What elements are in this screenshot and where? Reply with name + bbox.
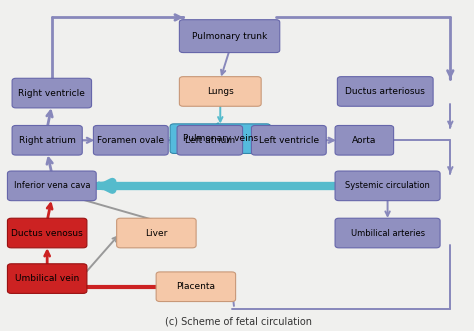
- Text: Pulmonary veins: Pulmonary veins: [182, 134, 258, 143]
- Text: Aorta: Aorta: [352, 136, 376, 145]
- FancyBboxPatch shape: [8, 264, 87, 293]
- Text: Ductus venosus: Ductus venosus: [11, 228, 83, 238]
- FancyBboxPatch shape: [170, 124, 271, 154]
- Text: Liver: Liver: [145, 228, 168, 238]
- Text: Systemic circulation: Systemic circulation: [345, 181, 430, 190]
- FancyBboxPatch shape: [335, 218, 440, 248]
- FancyBboxPatch shape: [335, 125, 393, 155]
- FancyBboxPatch shape: [8, 171, 96, 201]
- Text: Pulmonary trunk: Pulmonary trunk: [192, 32, 267, 41]
- Text: Right ventricle: Right ventricle: [18, 89, 85, 98]
- FancyBboxPatch shape: [8, 218, 87, 248]
- FancyBboxPatch shape: [179, 77, 261, 106]
- Text: Lungs: Lungs: [207, 87, 234, 96]
- FancyBboxPatch shape: [179, 20, 280, 53]
- FancyBboxPatch shape: [177, 125, 243, 155]
- Text: Placenta: Placenta: [176, 282, 215, 291]
- FancyBboxPatch shape: [337, 77, 433, 106]
- Text: Foramen ovale: Foramen ovale: [97, 136, 164, 145]
- FancyBboxPatch shape: [156, 272, 236, 302]
- Text: (c) Scheme of fetal circulation: (c) Scheme of fetal circulation: [165, 316, 312, 327]
- FancyBboxPatch shape: [12, 125, 82, 155]
- Text: Ductus arteriosus: Ductus arteriosus: [346, 87, 425, 96]
- Text: Left atrium: Left atrium: [185, 136, 235, 145]
- Text: Umbilical vein: Umbilical vein: [15, 274, 79, 283]
- FancyBboxPatch shape: [12, 78, 91, 108]
- Text: Inferior vena cava: Inferior vena cava: [14, 181, 90, 190]
- Text: Umbilical arteries: Umbilical arteries: [350, 228, 425, 238]
- FancyBboxPatch shape: [93, 125, 168, 155]
- Text: Left ventricle: Left ventricle: [259, 136, 319, 145]
- FancyBboxPatch shape: [117, 218, 196, 248]
- FancyBboxPatch shape: [335, 171, 440, 201]
- FancyBboxPatch shape: [251, 125, 326, 155]
- Text: Right atrium: Right atrium: [19, 136, 76, 145]
